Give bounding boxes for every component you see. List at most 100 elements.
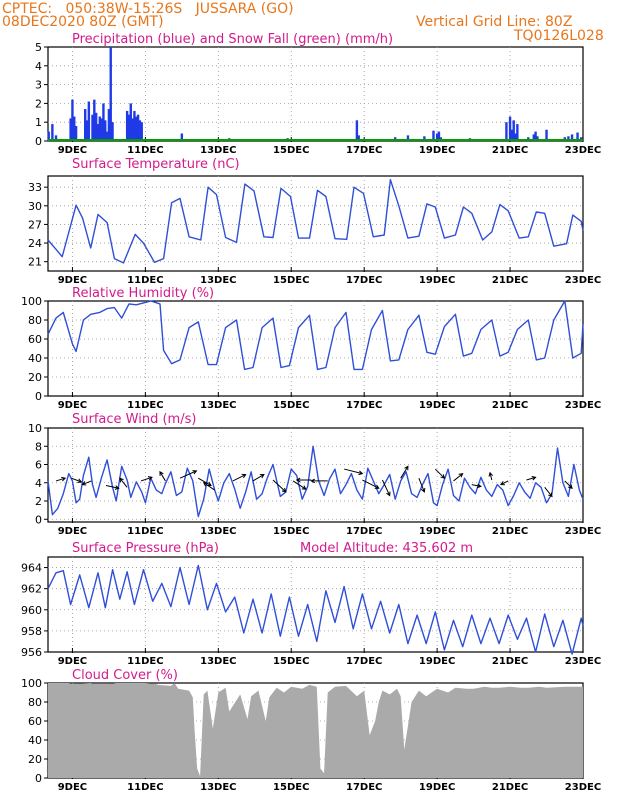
wind-arrow (295, 477, 312, 483)
precip-bar (508, 116, 512, 141)
wind-arrow (119, 477, 128, 488)
precip-bar (140, 122, 143, 141)
wind-ytick-label: 6 (35, 459, 42, 472)
wind-arrow (159, 470, 166, 482)
cloud-xtick-label: 23DEC (565, 782, 601, 793)
precip-bar (54, 135, 58, 141)
cloud-xtick-label: 15DEC (273, 782, 309, 793)
pressure-xtick-label: 17DEC (346, 656, 382, 667)
precip-bar (109, 47, 112, 141)
wind-arrow (202, 482, 215, 491)
wind-xtick-label: 11DEC (127, 526, 163, 537)
humidity-ytick-label: 100 (21, 295, 42, 308)
temperature-xtick-label: 9DEC (58, 275, 87, 286)
pressure-xtick-label: 21DEC (492, 656, 528, 667)
temperature-xtick-label: 19DEC (419, 275, 455, 286)
humidity-line (47, 300, 584, 371)
cloud-xtick-label: 13DEC (200, 782, 236, 793)
precip-bar (432, 130, 435, 141)
model-code-header: TQ0126L028 (514, 28, 604, 44)
precip-ytick-label: 4 (35, 60, 42, 73)
wind-xtick-label: 19DEC (419, 526, 455, 537)
precip-ytick-label: 2 (35, 97, 42, 110)
temperature-line (47, 178, 584, 264)
humidity-ytick-label: 60 (28, 333, 42, 346)
wind-arrow (500, 480, 509, 486)
wind-line (47, 445, 584, 518)
precip-xtick-label: 11DEC (127, 145, 163, 156)
cloud-xtick-label: 9DEC (58, 782, 87, 793)
pressure-xtick-label: 13DEC (200, 656, 236, 667)
pressure-annotation: Model Altitude: 435.602 m (300, 541, 473, 556)
wind-arrow (179, 470, 198, 479)
temperature-xtick-label: 11DEC (127, 275, 163, 286)
precip-bar (180, 133, 184, 141)
temperature-xtick-label: 13DEC (200, 275, 236, 286)
precip-bar (435, 133, 439, 141)
precip-bar (437, 131, 441, 141)
wind-arrow (292, 480, 307, 490)
precip-bar (576, 132, 579, 141)
humidity-ytick-label: 0 (35, 390, 42, 403)
precip-bar (74, 125, 78, 141)
temperature-ytick-label: 21 (28, 256, 42, 269)
precip-bar (516, 124, 519, 141)
precip-title: Precipitation (blue) and Snow Fall (gree… (72, 32, 393, 47)
precip-bar (107, 109, 111, 141)
precip-bar (138, 120, 142, 141)
wind-arrow (105, 485, 120, 490)
cloud-ytick-label: 60 (28, 715, 42, 728)
precip-bar (104, 120, 107, 141)
wind-ytick-label: 4 (35, 477, 42, 490)
wind-frame (47, 427, 584, 523)
precip-bar (406, 135, 410, 141)
wind-arrow (400, 465, 409, 479)
precip-bar (505, 122, 508, 141)
wind-xtick-label: 13DEC (200, 526, 236, 537)
precip-ytick-label: 5 (35, 41, 42, 54)
precip-bar (93, 99, 96, 141)
humidity-xtick-label: 11DEC (127, 400, 163, 411)
wind-ytick-label: 8 (35, 440, 42, 453)
wind-title: Surface Wind (m/s) (72, 412, 196, 427)
humidity-xtick-label: 23DEC (565, 400, 601, 411)
humidity-ytick-label: 80 (28, 314, 42, 327)
precip-bar (91, 114, 94, 141)
temperature-xtick-label: 21DEC (492, 275, 528, 286)
wind-arrow (71, 477, 83, 483)
precip-bar (69, 118, 72, 141)
humidity-xtick-label: 9DEC (58, 400, 87, 411)
precip-bar (534, 131, 537, 141)
humidity-ytick-label: 40 (28, 352, 42, 365)
precip-bar (125, 110, 129, 141)
cloud-title: Cloud Cover (%) (72, 668, 178, 683)
humidity-title: Relative Humidity (%) (72, 286, 214, 301)
wind-xtick-label: 21DEC (492, 526, 528, 537)
pressure-xtick-label: 11DEC (127, 656, 163, 667)
wind-arrow (488, 471, 494, 481)
wind-ytick-label: 0 (35, 513, 42, 526)
wind-arrow (81, 480, 92, 486)
temperature-ytick-label: 24 (28, 237, 42, 250)
wind-arrow (453, 472, 464, 482)
pressure-ytick-label: 960 (21, 604, 42, 617)
humidity-xtick-label: 15DEC (273, 400, 309, 411)
precip-bar (423, 136, 426, 141)
wind-ytick-label: 2 (35, 495, 42, 508)
precip-bar (51, 124, 54, 141)
wind-arrow (434, 468, 446, 479)
pressure-xtick-label: 19DEC (419, 656, 455, 667)
cloud-ytick-label: 40 (28, 734, 42, 747)
wind-ytick-label: 10 (28, 422, 42, 435)
wind-arrow (55, 476, 67, 482)
precip-bar (545, 129, 548, 141)
precip-bar (514, 133, 517, 141)
wind-arrow (344, 468, 364, 476)
precip-xtick-label: 21DEC (492, 145, 528, 156)
cloud-ytick-label: 80 (28, 696, 42, 709)
temperature-xtick-label: 17DEC (346, 275, 382, 286)
precip-bar (532, 134, 535, 141)
cloud-xtick-label: 17DEC (346, 782, 382, 793)
precip-bar (96, 124, 100, 141)
